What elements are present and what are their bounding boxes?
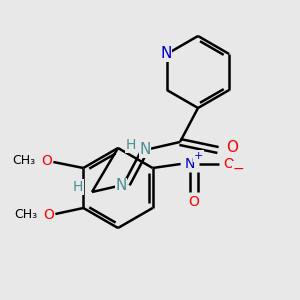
Text: H: H [126, 138, 136, 152]
Text: CH₃: CH₃ [12, 154, 35, 167]
Text: O: O [223, 157, 234, 171]
Text: O: O [226, 140, 238, 155]
Text: −: − [233, 162, 244, 176]
Text: O: O [43, 208, 54, 222]
Text: O: O [188, 195, 199, 209]
Text: N: N [184, 157, 195, 171]
Text: N: N [139, 142, 151, 158]
Text: H: H [73, 180, 83, 194]
Text: CH₃: CH₃ [14, 208, 37, 221]
Text: O: O [41, 154, 52, 168]
Text: N: N [115, 178, 127, 194]
Text: +: + [194, 151, 203, 161]
Text: N: N [160, 46, 172, 62]
